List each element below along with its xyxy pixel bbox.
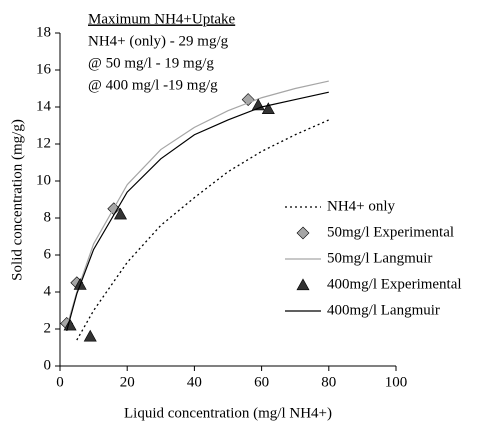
legend-swatch [296, 226, 310, 240]
y-tick-label: 2 [44, 320, 52, 336]
legend-label: 400mg/l Experimental [327, 276, 462, 292]
legend-swatch [296, 278, 310, 291]
annotation: @ 400 mg/l -19 mg/g [88, 77, 218, 93]
x-tick-label: 100 [385, 374, 408, 390]
y-tick-label: 16 [36, 61, 52, 77]
x-tick-label: 80 [321, 374, 336, 390]
series-line [66, 80, 329, 328]
y-tick-label: 12 [36, 135, 51, 151]
y-tick-label: 14 [36, 98, 52, 114]
legend-label: 50mg/l Langmuir [327, 250, 432, 266]
annotation: Maximum NH4+Uptake [88, 11, 236, 27]
x-axis-label: Liquid concentration (mg/l NH4+) [124, 405, 332, 421]
y-tick-label: 18 [36, 24, 51, 40]
y-tick-label: 6 [44, 246, 52, 262]
y-tick-label: 10 [36, 172, 51, 188]
y-tick-label: 4 [44, 283, 52, 299]
x-tick-label: 40 [187, 374, 202, 390]
y-axis-label: Solid concentration (mg/g) [9, 119, 25, 281]
x-tick-label: 60 [254, 374, 269, 390]
legend-label: 400mg/l Langmuir [327, 302, 440, 318]
marker [113, 207, 127, 220]
series-line [76, 119, 330, 341]
annotation: @ 50 mg/l - 19 mg/g [88, 55, 214, 71]
y-tick-label: 8 [44, 209, 52, 225]
series-line [66, 91, 329, 332]
y-tick-label: 0 [44, 357, 52, 373]
marker [261, 102, 275, 114]
x-tick-label: 20 [120, 374, 135, 390]
marker [83, 329, 97, 342]
marker [241, 93, 255, 107]
annotation: NH4+ (only) - 29 mg/g [88, 33, 229, 49]
x-tick-label: 0 [56, 374, 64, 390]
legend-label: NH4+ only [327, 198, 396, 214]
legend-label: 50mg/l Experimental [327, 224, 454, 240]
